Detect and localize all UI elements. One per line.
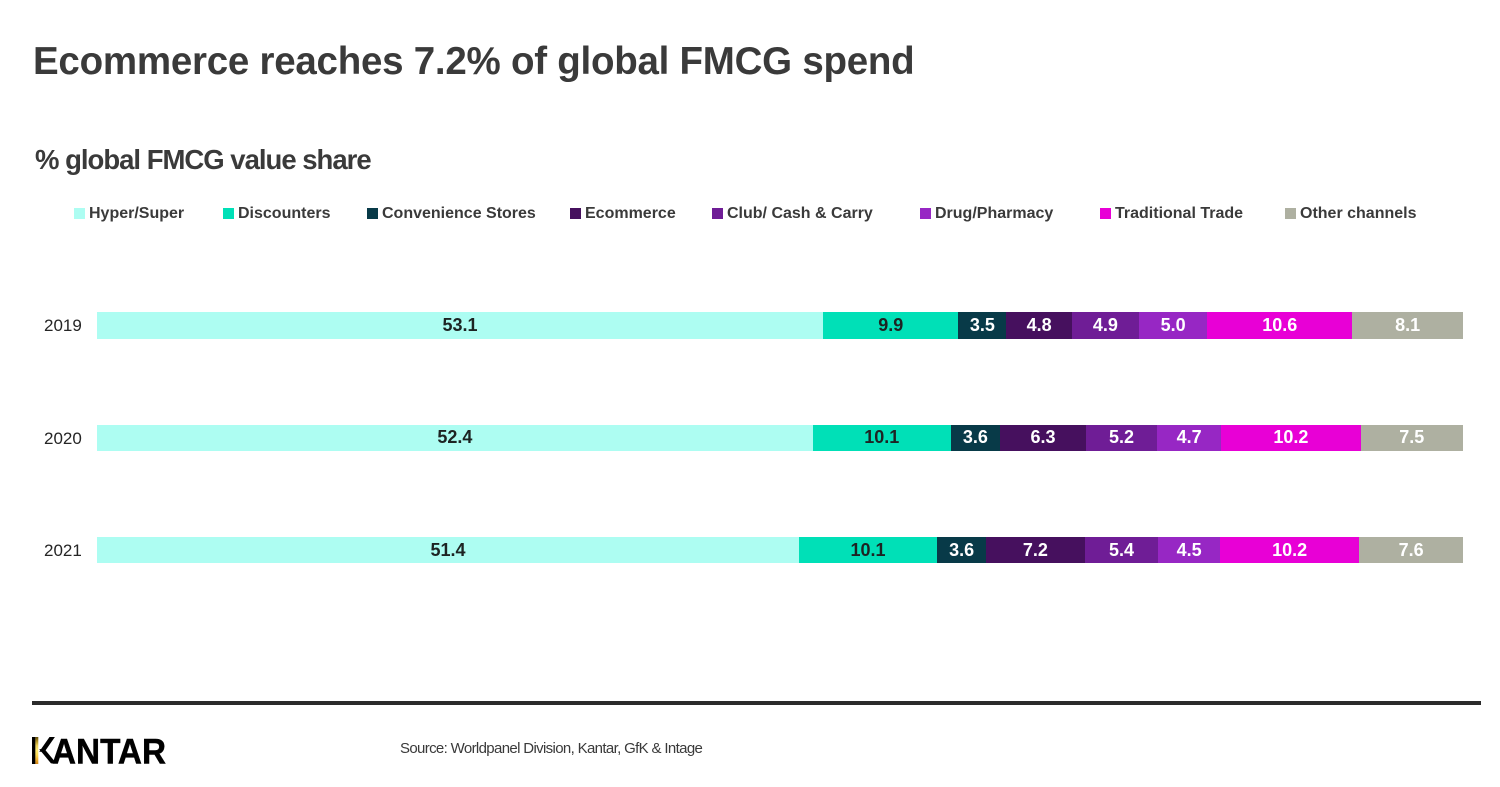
svg-text:ANTAR: ANTAR	[52, 737, 166, 764]
